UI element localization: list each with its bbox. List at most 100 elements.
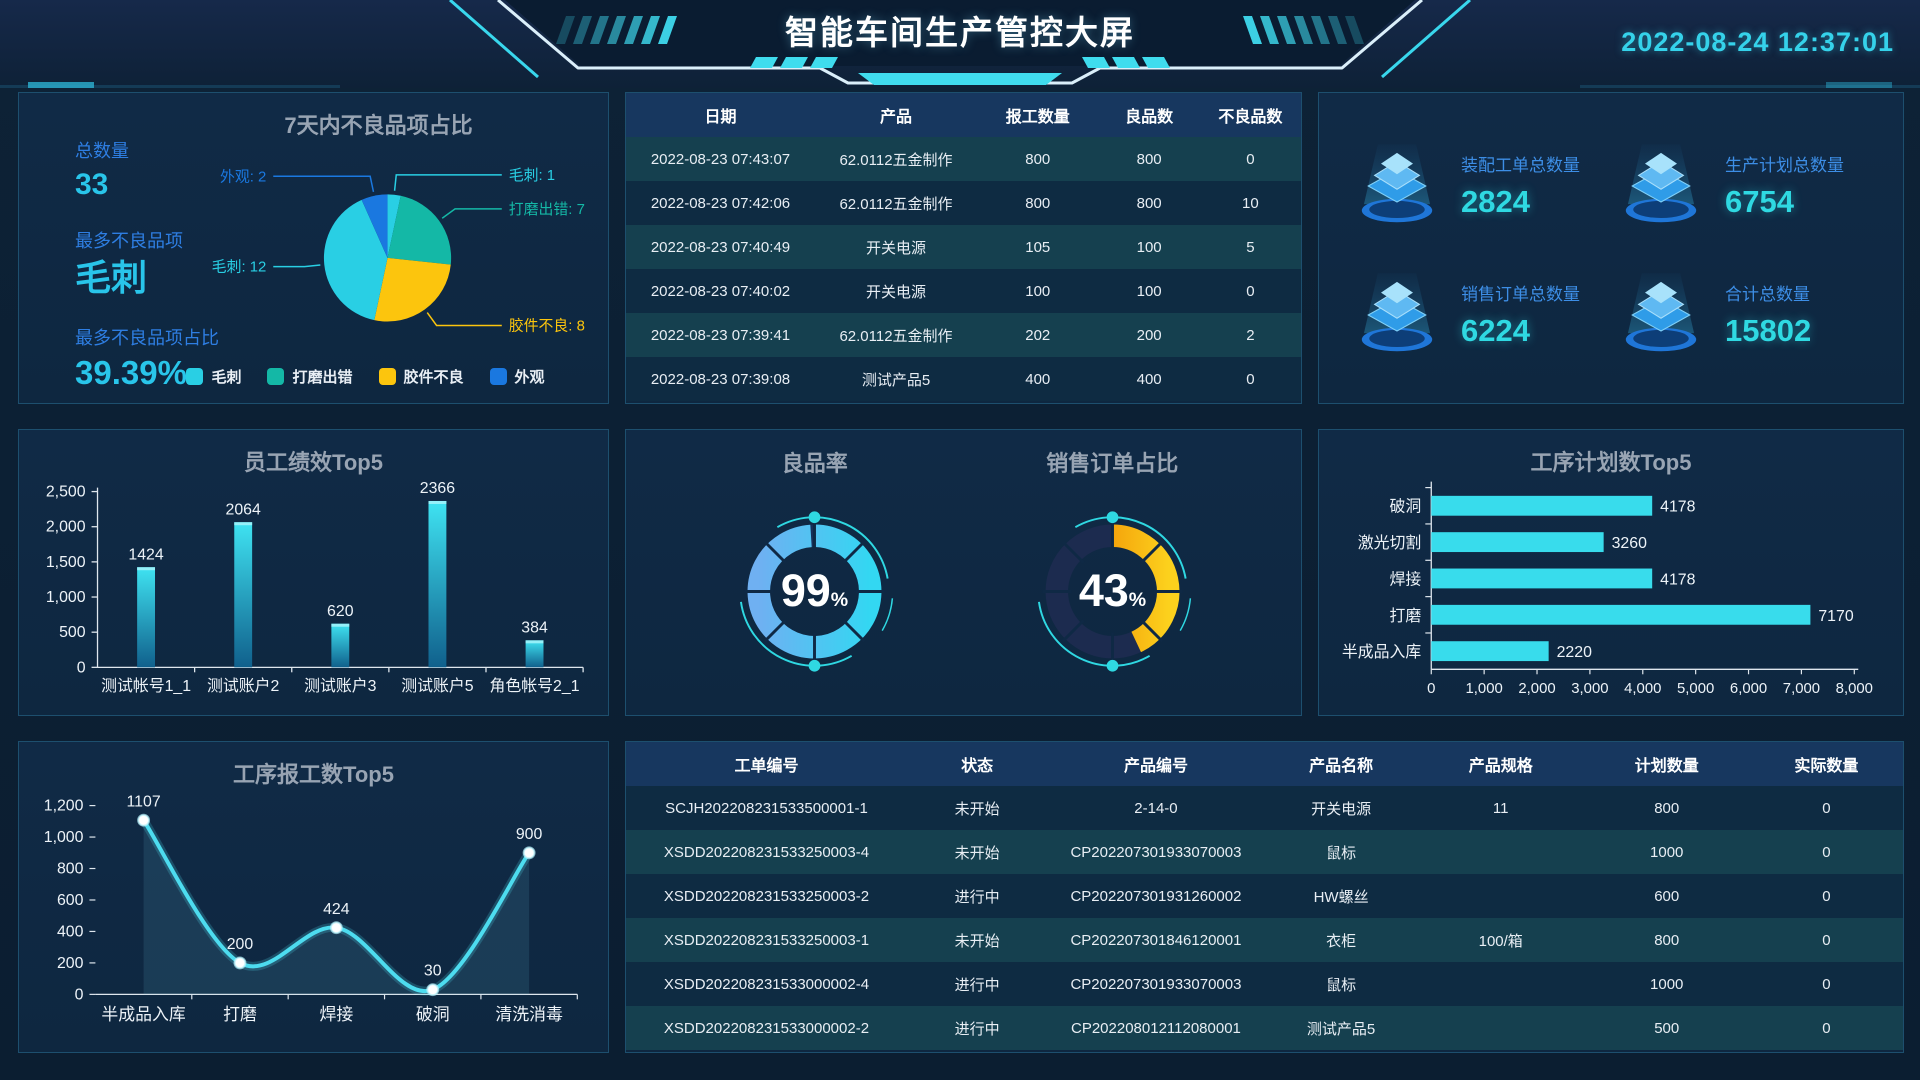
totals-cards: 装配工单总数量 2824 生产计划总数量 6754 销售订单总数量 6224 合计总数量 15… [1319,93,1903,403]
bar-value: 4178 [1660,571,1695,588]
svg-text:2,500: 2,500 [46,484,86,501]
svg-text:4,000: 4,000 [1624,681,1661,697]
table-cell: 100 [1136,282,1162,300]
report-table: 日期 产品 报工数量 良品数 不良品数 2022-08-23 07:43:07 62.011… [626,93,1301,403]
table-cell: HW螺丝 [1313,888,1369,906]
table-cell: CP202207301931260002 [1070,887,1242,905]
process-line-chart: 0 200 400 600 800 1,000 1,200 1107 半成品入库 200 打磨 424… [44,793,578,1024]
table-cell: 未开始 [954,932,1000,950]
dashboard-grid: 7天内不良品项占比 总数量 33 最多不良品项 毛刺 最多不良品项占比 39.3… [0,88,1920,1053]
line-category: 半成品入库 [101,1005,186,1024]
svg-text:1,200: 1,200 [44,798,84,815]
table-cell: XSDD202208231533250003-1 [663,931,870,949]
legend-item[interactable]: 毛刺 [186,366,241,387]
sales-ratio-gauge: 43% [1037,511,1191,672]
svg-text:600: 600 [57,892,84,909]
card-label: 生产计划总数量 [1725,156,1844,175]
table-cell: 0 [1822,799,1831,817]
table-cell: XSDD202208231533000002-2 [663,1019,870,1037]
table-cell: 2022-08-23 07:39:41 [650,326,791,344]
gauge-good-rate: 良品率 99% [666,430,964,715]
card-value: 15802 [1725,313,1812,348]
total-card: 销售订单总数量 6224 [1349,250,1613,379]
table-cell: 2-14-0 [1134,799,1178,817]
svg-text:1,000: 1,000 [46,589,86,606]
table-cell: 62.0112五金制作 [839,195,953,213]
table-cell: 62.0112五金制作 [839,151,953,169]
svg-text:3,000: 3,000 [1571,681,1608,697]
column-header: 实际数量 [1749,742,1903,786]
table-cell [1418,962,1584,1006]
bar-category: 角色帐号2_1 [490,677,580,695]
good-rate-gauge: 99% [740,511,894,672]
table-cell: 开关电源 [1311,800,1372,818]
pie-label: 毛刺: 12 [212,259,267,276]
table-row: SCJH202208231533500001-1 未开始 2-14-0 开关电源 11 8… [626,786,1903,830]
table-cell: 800 [1136,150,1162,168]
data-point [233,956,247,970]
table-cell: 800 [1025,150,1051,168]
table-cell: 2 [1246,326,1255,344]
svg-text:1,000: 1,000 [1466,681,1503,697]
bar-category: 测试帐号1_1 [101,677,191,695]
table-cell: 0 [1246,282,1255,300]
panel-defect-ratio: 7天内不良品项占比 总数量 33 最多不良品项 毛刺 最多不良品项占比 39.3… [18,92,609,404]
column-header: 报工数量 [977,93,1099,137]
table-cell: 5 [1246,238,1255,256]
stat-top-defect: 最多不良品项 毛刺 [75,231,183,298]
table-cell: CP202208012112080001 [1071,1019,1241,1037]
table-cell [1418,874,1584,918]
column-header: 工单编号 [626,742,907,786]
pie-label: 外观: 2 [220,168,266,185]
svg-text:0: 0 [1427,681,1435,697]
table-cell: 衣柜 [1326,932,1357,950]
pie-label: 毛刺: 1 [509,167,555,184]
table-header-row: 日期 产品 报工数量 良品数 不良品数 [626,93,1301,137]
svg-text:2,000: 2,000 [46,519,86,536]
table-cell: 800 [1025,194,1051,212]
bar-category: 激光切割 [1358,534,1422,552]
table-row: XSDD202208231533250003-4 未开始 CP20220730193… [626,830,1903,874]
table-row: 2022-08-23 07:40:49 开关电源 105 100 5 [626,225,1301,269]
table-row: 2022-08-23 07:43:07 62.0112五金制作 800 800 0 [626,137,1301,181]
table-cell: 400 [1136,370,1162,388]
point-value: 200 [227,936,254,953]
table-row: 2022-08-23 07:39:41 62.0112五金制作 202 200 2 [626,313,1301,357]
legend-item[interactable]: 外观 [489,366,545,387]
legend-swatch [489,368,507,385]
column-header: 计划数量 [1583,742,1750,786]
bar-value: 3260 [1612,535,1647,552]
bar-value: 2220 [1557,644,1592,661]
bar-value: 2064 [226,501,261,518]
bar [1431,495,1653,516]
panel-process-report: 工序报工数Top5 0 200 400 600 800 1,000 1,200 1107 半成品… [18,741,609,1053]
table-cell: 800 [1136,194,1162,212]
stat-top-defect-ratio: 最多不良品项占比 39.39% [75,327,219,391]
card-label: 合计总数量 [1725,285,1810,304]
table-cell: 0 [1822,887,1831,905]
legend-item[interactable]: 胶件不良 [378,366,464,387]
table-cell: 2022-08-23 07:40:49 [650,238,791,256]
gauge-title: 良品率 [781,451,848,476]
table-cell: XSDD202208231533000002-4 [663,975,870,993]
table-cell: 1000 [1650,843,1684,861]
bar-category: 测试账户5 [401,677,474,695]
table-cell: 800 [1654,799,1680,817]
legend-label: 外观 [514,369,545,386]
svg-text:0: 0 [77,659,86,676]
panel-work-orders: 工单编号 状态 产品编号 产品名称 产品规格 计划数量 实际数量 SCJH2022082315… [625,741,1904,1053]
table-cell: 未开始 [954,800,1000,818]
total-card: 生产计划总数量 6754 [1613,121,1877,250]
total-card: 装配工单总数量 2824 [1349,121,1613,250]
panel-title: 7天内不良品项占比 [284,113,473,138]
gauges-wrap: 良品率 99% 销售订单占比 43% [626,430,1301,715]
table-cell: 0 [1822,975,1831,993]
total-card: 合计总数量 15802 [1613,250,1877,379]
data-point [426,983,440,997]
svg-text:500: 500 [59,624,86,641]
svg-text:1,000: 1,000 [44,829,84,846]
bar [428,500,447,668]
bar-value: 7170 [1818,608,1853,625]
legend-item[interactable]: 打磨出错 [267,366,353,387]
bar-value: 620 [327,603,354,620]
